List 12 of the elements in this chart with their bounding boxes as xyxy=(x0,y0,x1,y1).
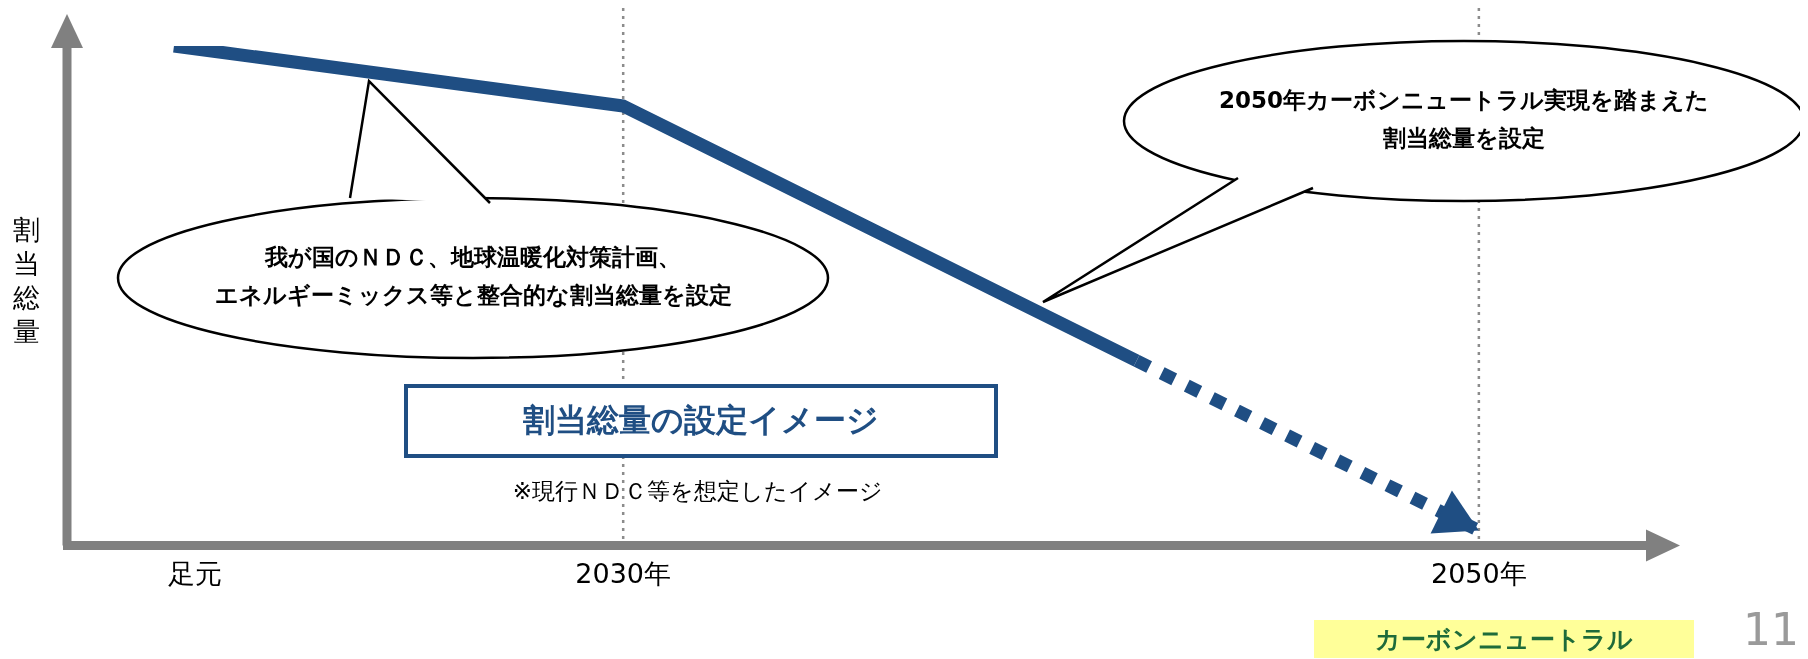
annotation: 我が国のＮＤＣ、地球温暖化対策計画、 xyxy=(263,243,682,272)
annotation: 割当総量を設定 xyxy=(1382,124,1546,153)
x-tick-label: 2050年 xyxy=(1431,557,1527,589)
text: カーボンニュートラル xyxy=(1314,620,1694,658)
annotation: 2050年カーボンニュートラル実現を踏まえた xyxy=(1218,86,1710,115)
x-tick-label: 2030年 xyxy=(575,557,672,589)
annotation: エネルギーミックス等と整合的な割当総量を設定 xyxy=(213,281,733,310)
title-frame: 割当総量の設定イメージ xyxy=(404,384,998,458)
x-tick-label: 足元 xyxy=(168,557,223,589)
y-axis-title: 割当総量 xyxy=(11,213,41,349)
text: 11 xyxy=(1743,604,1799,655)
text: ※現行ＮＤＣ等を想定したイメージ xyxy=(511,477,885,506)
